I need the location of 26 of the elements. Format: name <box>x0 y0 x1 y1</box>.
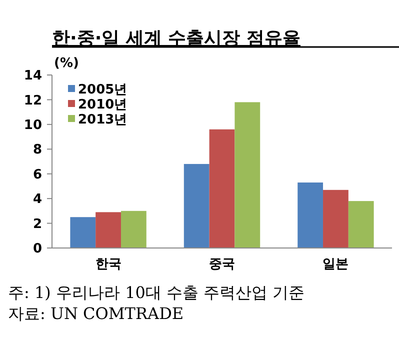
x-tick-label: 일본 <box>322 257 349 272</box>
bar <box>298 182 324 248</box>
y-tick-label: 10 <box>24 118 42 133</box>
y-tick-label: 12 <box>24 93 42 108</box>
legend-label: 2005년 <box>78 82 128 98</box>
legend-label: 2013년 <box>78 112 128 128</box>
x-tick-label: 중국 <box>209 257 235 272</box>
bar <box>70 217 96 248</box>
bar <box>184 164 210 248</box>
x-tick-label: 한국 <box>95 257 122 272</box>
y-tick-label: 4 <box>32 192 42 208</box>
y-tick-label: 2 <box>32 216 42 232</box>
bar <box>209 129 235 248</box>
y-tick-label: 8 <box>32 142 42 158</box>
y-tick-label: 6 <box>32 167 42 182</box>
bar <box>234 102 260 248</box>
bar <box>96 212 121 248</box>
y-tick-label: 0 <box>32 242 42 257</box>
bar <box>348 201 374 248</box>
y-tick-label: 14 <box>24 68 42 84</box>
y-axis-title: (%) <box>54 56 79 71</box>
bar <box>120 210 146 248</box>
text: 자료: UN COMTRADE <box>8 304 184 323</box>
bar <box>323 190 348 248</box>
text: 주: 1) 우리나라 10대 수출 주력산업 기준 <box>8 283 305 302</box>
legend-label: 2010년 <box>78 98 128 113</box>
